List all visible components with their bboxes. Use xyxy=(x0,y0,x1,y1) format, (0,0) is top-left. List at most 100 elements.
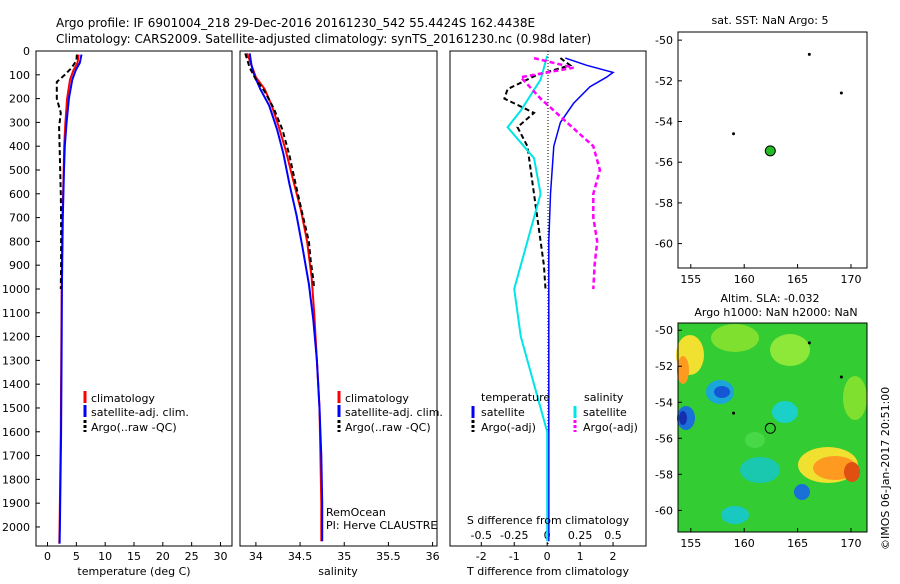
y-tick-label: -56 xyxy=(655,156,673,169)
y-tick-label: 200 xyxy=(9,93,30,106)
x-tick-label: 34.5 xyxy=(288,550,313,563)
legend-satellite-label: satellite-adj. clim. xyxy=(345,406,443,419)
difference-x-ticks: -2 -1 0 1 2-0.5 -0.25 0 0.25 0.5 xyxy=(471,529,622,563)
legend-climatology-label: climatology xyxy=(345,392,409,405)
sla-yellowgreen-center xyxy=(770,334,810,366)
sla-cool-5 xyxy=(794,484,810,500)
y-tick-label: -52 xyxy=(655,360,673,373)
y-tick-label: 700 xyxy=(9,212,30,225)
legend-salinity-title: salinity xyxy=(584,391,624,404)
float-marker xyxy=(732,411,736,415)
y-tick-label: 600 xyxy=(9,188,30,201)
sst-map-panel: sat. SST: NaN Argo: 5 155 160 165 170 -50 -52… xyxy=(655,14,868,286)
y-tick-label: 100 xyxy=(9,69,30,82)
y-tick-label: 0 xyxy=(23,45,30,58)
sla-heatmap xyxy=(676,323,867,532)
sla-base-field xyxy=(678,323,867,532)
secondary-x-tick-label: -0.25 xyxy=(500,529,528,542)
y-tick-label: -56 xyxy=(655,432,673,445)
legend-s-argo-label: Argo(-adj) xyxy=(583,421,638,434)
sla-map-title-2: Argo h1000: NaN h2000: NaN xyxy=(694,306,857,319)
legend-climatology-label: climatology xyxy=(91,392,155,405)
temperature-y-ticks: 0 100 200 300 400 500 600 700 800 900 1000 1100 1200… xyxy=(2,45,40,534)
sst-map-title: sat. SST: NaN Argo: 5 xyxy=(712,14,829,27)
x-tick-label: 25 xyxy=(185,550,199,563)
float-marker xyxy=(839,375,843,379)
y-tick-label: -52 xyxy=(655,75,673,88)
y-tick-label: 1400 xyxy=(2,378,30,391)
series-line-salinity-satellite xyxy=(506,55,549,542)
x-tick-label: 0 xyxy=(544,550,551,563)
x-tick-label: 155 xyxy=(680,273,701,286)
y-tick-label: -54 xyxy=(655,396,673,409)
secondary-x-tick-label: -0.5 xyxy=(471,529,492,542)
float-marker xyxy=(839,91,843,95)
x-tick-label: 160 xyxy=(734,537,755,550)
x-tick-label: 170 xyxy=(840,273,861,286)
sla-cool-3 xyxy=(772,401,798,423)
salinity-xlabel: salinity xyxy=(318,565,358,578)
y-tick-label: 1800 xyxy=(2,473,30,486)
imos-watermark: ©IMOS 06-Jan-2017 20:51:00 xyxy=(879,387,892,550)
salinity-lines xyxy=(244,53,324,542)
x-tick-label: 35 xyxy=(337,550,351,563)
y-tick-label: 1600 xyxy=(2,426,30,439)
y-tick-label: 500 xyxy=(9,164,30,177)
x-tick-label: 0 xyxy=(44,550,51,563)
y-tick-label: 1700 xyxy=(2,450,30,463)
salinity-panel: 34 34.5 35 35.5 36 salinity climatology sate… xyxy=(239,50,443,578)
sla-yellowgreen-east xyxy=(843,376,867,420)
x-tick-label: 165 xyxy=(787,537,808,550)
s-difference-label: S difference from climatology xyxy=(467,514,630,527)
y-tick-label: -58 xyxy=(655,197,673,210)
sla-cool-1-core xyxy=(714,386,730,398)
salinity-legend: climatology satellite-adj. clim. Argo(..… xyxy=(337,391,443,434)
y-tick-label: -50 xyxy=(655,324,673,337)
y-tick-label: 400 xyxy=(9,140,30,153)
y-tick-label: 1200 xyxy=(2,331,30,344)
x-tick-label: 2 xyxy=(610,550,617,563)
sla-cool-6 xyxy=(721,506,749,524)
x-tick-label: 155 xyxy=(680,537,701,550)
y-tick-label: -58 xyxy=(655,468,673,481)
header-line-2: Climatology: CARS2009. Satellite-adjuste… xyxy=(56,32,591,46)
legend-t-argo-label: Argo(-adj) xyxy=(481,421,536,434)
x-tick-label: 20 xyxy=(156,550,170,563)
temperature-legend: climatology satellite-adj. clim. Argo(..… xyxy=(83,391,189,434)
x-tick-label: 36 xyxy=(426,550,440,563)
y-tick-label: -54 xyxy=(655,116,673,129)
x-tick-label: 160 xyxy=(734,273,755,286)
x-tick-label: 170 xyxy=(840,537,861,550)
y-tick-label: 1900 xyxy=(2,497,30,510)
float-marker xyxy=(807,341,811,345)
legend-argo-label: Argo(..raw -QC) xyxy=(345,421,431,434)
temperature-x-ticks: 0 5 10 15 20 25 30 xyxy=(44,542,227,563)
y-tick-label: 800 xyxy=(9,235,30,248)
series-line-argo-raw-qc- xyxy=(244,53,316,290)
legend-t-satellite-label: satellite xyxy=(481,406,525,419)
x-tick-label: -2 xyxy=(476,550,487,563)
sla-green-mid xyxy=(745,432,765,448)
x-tick-label: 10 xyxy=(98,550,112,563)
series-line-temperature-argo-adj- xyxy=(503,57,573,290)
series-line-satellite-adj-clim- xyxy=(248,53,324,542)
y-tick-label: -50 xyxy=(655,34,673,47)
sla-hot-west xyxy=(677,356,689,384)
temperature-panel: 0100200300400500600700800900100011001200… xyxy=(2,45,233,578)
x-tick-label: 35.5 xyxy=(376,550,401,563)
y-tick-label: 300 xyxy=(9,116,30,129)
legend-satellite-label: satellite-adj. clim. xyxy=(91,406,189,419)
sla-map-markers xyxy=(732,341,843,434)
argo-position-marker xyxy=(764,422,776,434)
y-tick-label: 1100 xyxy=(2,307,30,320)
sla-yellowgreen-north xyxy=(711,324,759,352)
temperature-lines xyxy=(55,54,83,544)
argo-position-marker xyxy=(764,145,776,157)
y-tick-label: 1000 xyxy=(2,283,30,296)
x-tick-label: -1 xyxy=(509,550,520,563)
annotation-pi: PI: Herve CLAUSTRE xyxy=(326,519,437,532)
x-tick-label: 5 xyxy=(73,550,80,563)
y-tick-label: 1300 xyxy=(2,354,30,367)
x-tick-label: 34 xyxy=(249,550,263,563)
